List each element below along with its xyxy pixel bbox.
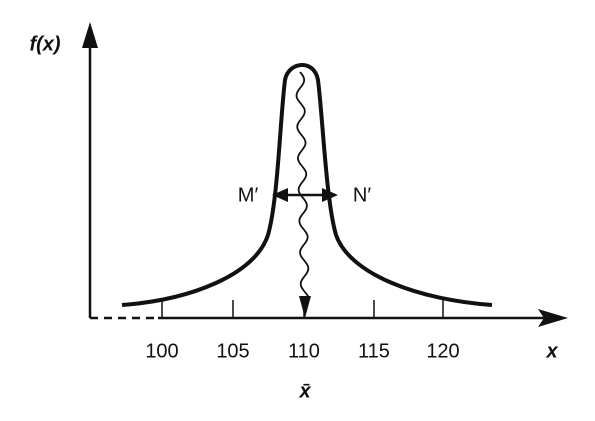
width-arrow-left-head [272,188,288,202]
x-tick-label: 115 [358,340,390,362]
x-tick-label: 105 [216,340,249,362]
x-tick-label: 120 [426,340,459,362]
x-tick-label: 100 [145,340,178,362]
x-axis-arrow [538,309,568,327]
point-label: M′ [238,184,259,206]
y-axis-arrow [82,22,98,48]
distribution-curve [121,63,493,307]
wavy-line [295,71,310,299]
x-axis-label: x [545,340,558,362]
width-arrow-right-head [322,188,338,202]
y-axis-label: f(x) [29,33,60,55]
wavy-line-arrow [299,296,311,318]
point-label: N′ [353,184,371,206]
x-tick-label: 110 [288,340,320,362]
mean-label: x̄ [298,380,311,402]
